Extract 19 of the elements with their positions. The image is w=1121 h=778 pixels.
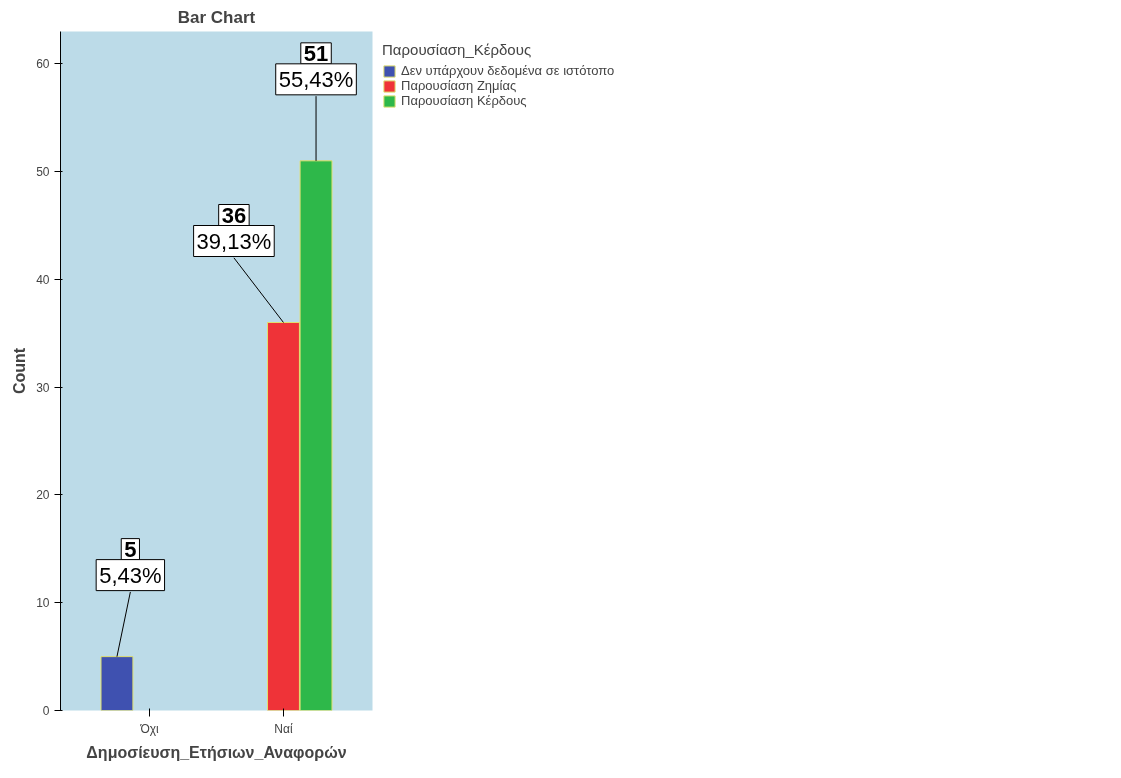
x-tick-label: Ναί (274, 721, 293, 736)
x-tick-label: Όχι (139, 721, 159, 736)
y-tick-label: 30 (36, 380, 50, 395)
data-label: 36 39,13% (196, 202, 272, 254)
x-axis-title: Δημοσίευση_Ετήσιων_Αναφορών (86, 743, 347, 761)
legend-label: Παρουσίαση Ζημίας (401, 78, 517, 93)
y-tick-label: 0 (42, 704, 50, 718)
legend-label: Παρουσίαση Κέρδους (401, 93, 527, 108)
y-axis-title: Count (11, 347, 29, 395)
y-tick-label: 20 (36, 488, 50, 503)
data-label: 5 5,43% (99, 536, 162, 588)
data-label: 51 55,43% (278, 40, 354, 92)
y-tick-label: 10 (36, 596, 50, 611)
chart-title: Bar Chart (177, 7, 256, 27)
legend-label: Δεν υπάρχουν δεδομένα σε ιστότοπο (401, 63, 615, 78)
y-tick-label: 60 (36, 57, 50, 72)
y-tick-label: 40 (36, 272, 50, 287)
legend-title: Παρουσίαση_Κέρδους (382, 41, 533, 58)
y-tick-label: 50 (36, 165, 50, 180)
